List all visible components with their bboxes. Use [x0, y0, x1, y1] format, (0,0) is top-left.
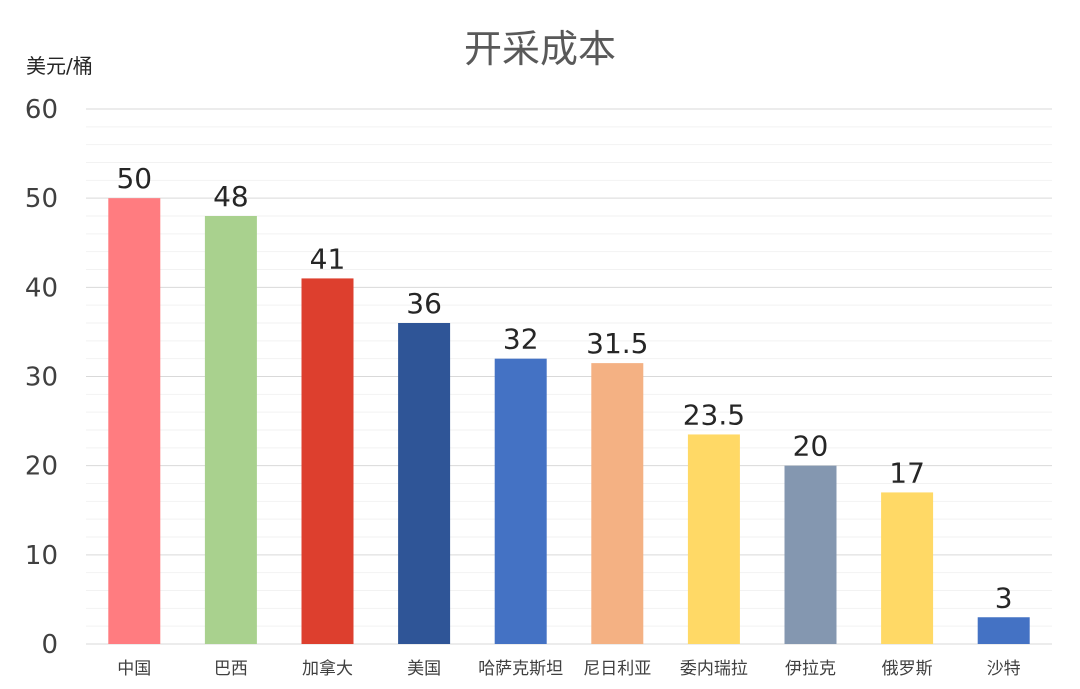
x-tick-label: 尼日利亚 — [583, 659, 651, 679]
bar-value-label: 3 — [995, 581, 1013, 614]
bar — [687, 434, 740, 644]
bar — [204, 216, 257, 644]
y-tick-label: 0 — [41, 630, 58, 660]
x-tick-label: 巴西 — [214, 659, 248, 679]
bar — [494, 358, 547, 644]
x-tick-label: 美国 — [407, 659, 441, 679]
y-tick-label: 50 — [25, 184, 58, 214]
y-tick-label: 60 — [25, 95, 58, 125]
x-tick-label: 中国 — [117, 659, 151, 679]
x-tick-label: 哈萨克斯坦 — [478, 659, 563, 679]
bar-value-label: 31.5 — [586, 327, 648, 360]
y-tick-label: 40 — [25, 273, 58, 303]
bar-value-label: 32 — [503, 323, 539, 356]
bar-value-label: 36 — [406, 287, 442, 320]
x-tick-label: 伊拉克 — [785, 659, 836, 679]
y-tick-label: 20 — [25, 452, 58, 482]
x-tick-label: 俄罗斯 — [882, 659, 933, 679]
y-tick-label: 30 — [25, 363, 58, 393]
bar — [881, 492, 934, 644]
bar — [301, 278, 354, 644]
bar — [591, 363, 644, 644]
x-tick-label: 沙特 — [987, 659, 1021, 679]
bar — [977, 617, 1030, 644]
chart-title: 开采成本 — [463, 27, 616, 71]
bar-value-label: 41 — [310, 242, 346, 275]
x-tick-label: 加拿大 — [302, 658, 353, 679]
bar — [108, 198, 161, 644]
y-axis-unit-label: 美元/桶 — [26, 54, 93, 78]
bar-value-label: 23.5 — [683, 398, 745, 431]
bar-value-label: 20 — [793, 430, 829, 463]
bar-value-label: 48 — [213, 180, 249, 213]
bar-value-label: 17 — [889, 456, 925, 489]
bar-value-label: 50 — [116, 162, 152, 195]
bar — [784, 465, 837, 644]
x-tick-label: 委内瑞拉 — [680, 659, 748, 679]
y-tick-label: 10 — [25, 541, 58, 571]
bar — [398, 323, 451, 644]
